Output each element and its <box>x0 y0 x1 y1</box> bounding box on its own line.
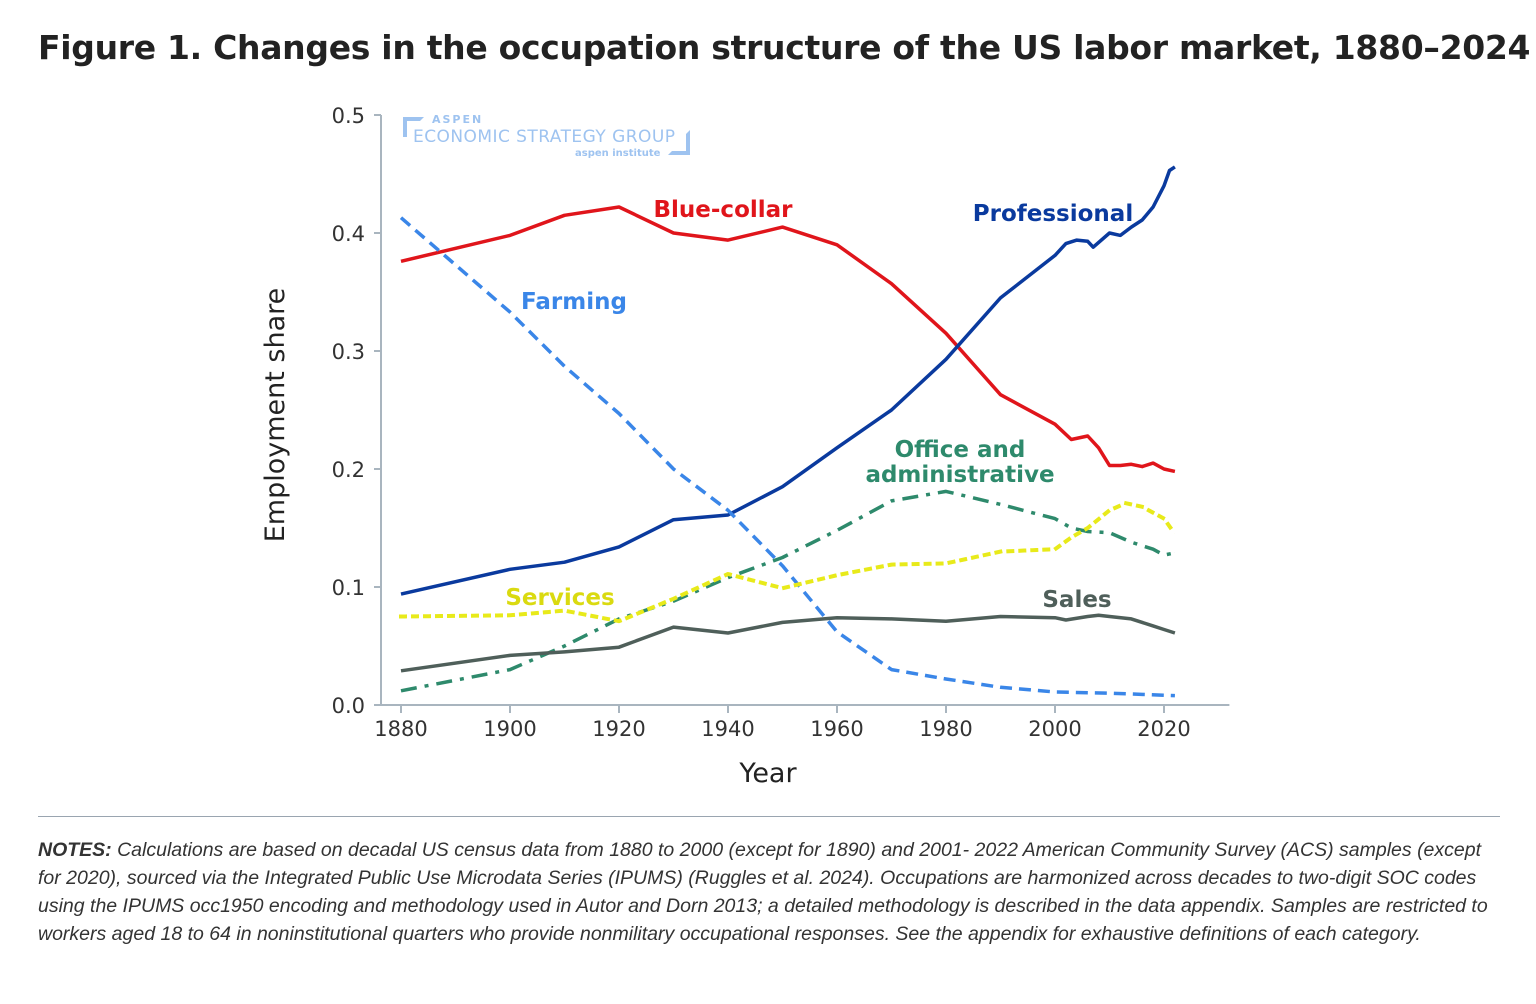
x-tick-label: 1980 <box>919 717 972 741</box>
series-label: Services <box>505 585 614 611</box>
x-tick-label: 1940 <box>701 717 754 741</box>
series-label: Office and <box>895 437 1026 463</box>
watermark-text: ASPEN <box>432 113 483 126</box>
watermark-corner-icon <box>668 130 690 155</box>
y-tick-label: 0.3 <box>332 340 365 364</box>
series-label: administrative <box>865 462 1054 488</box>
divider <box>38 816 1500 817</box>
y-tick-label: 0.2 <box>332 458 365 482</box>
figure-title: Figure 1. Changes in the occupation stru… <box>38 28 1531 67</box>
x-tick-label: 1880 <box>374 717 427 741</box>
y-tick-label: 0.4 <box>332 222 365 246</box>
watermark-text: ECONOMIC STRATEGY GROUP <box>413 127 675 147</box>
y-tick-label: 0.1 <box>332 576 365 600</box>
notes-label: NOTES: <box>38 839 112 861</box>
x-tick-label: 1900 <box>483 717 536 741</box>
series-label: Professional <box>973 201 1133 227</box>
series-label: Blue-collar <box>654 197 794 223</box>
x-tick-label: 2020 <box>1137 717 1190 741</box>
x-tick-label: 1960 <box>810 717 863 741</box>
series-line-professional <box>400 165 1176 596</box>
y-tick-label: 0.5 <box>332 104 365 128</box>
y-tick-label: 0.0 <box>332 694 365 718</box>
series-line-blue-collar <box>400 205 1176 474</box>
series-line-sales <box>400 613 1176 673</box>
x-tick-label: 1920 <box>592 717 645 741</box>
x-tick-label: 2000 <box>1028 717 1081 741</box>
watermark-corner-icon <box>403 117 424 137</box>
series-label: Sales <box>1042 587 1111 613</box>
line-chart: 0.0 0.1 0.2 0.3 0.4 0.5 1880 1900 1920 1940 1960 19… <box>260 104 1230 789</box>
series-line-farming <box>399 216 1175 698</box>
x-axis-title: Year <box>738 758 797 789</box>
watermark-text: aspen institute <box>575 148 661 159</box>
notes: NOTES: Calculations are based on decadal… <box>38 836 1508 948</box>
y-axis-title: Employment share <box>260 288 291 543</box>
notes-text: Calculations are based on decadal US cen… <box>38 839 1488 945</box>
series-label: Farming <box>521 289 627 315</box>
